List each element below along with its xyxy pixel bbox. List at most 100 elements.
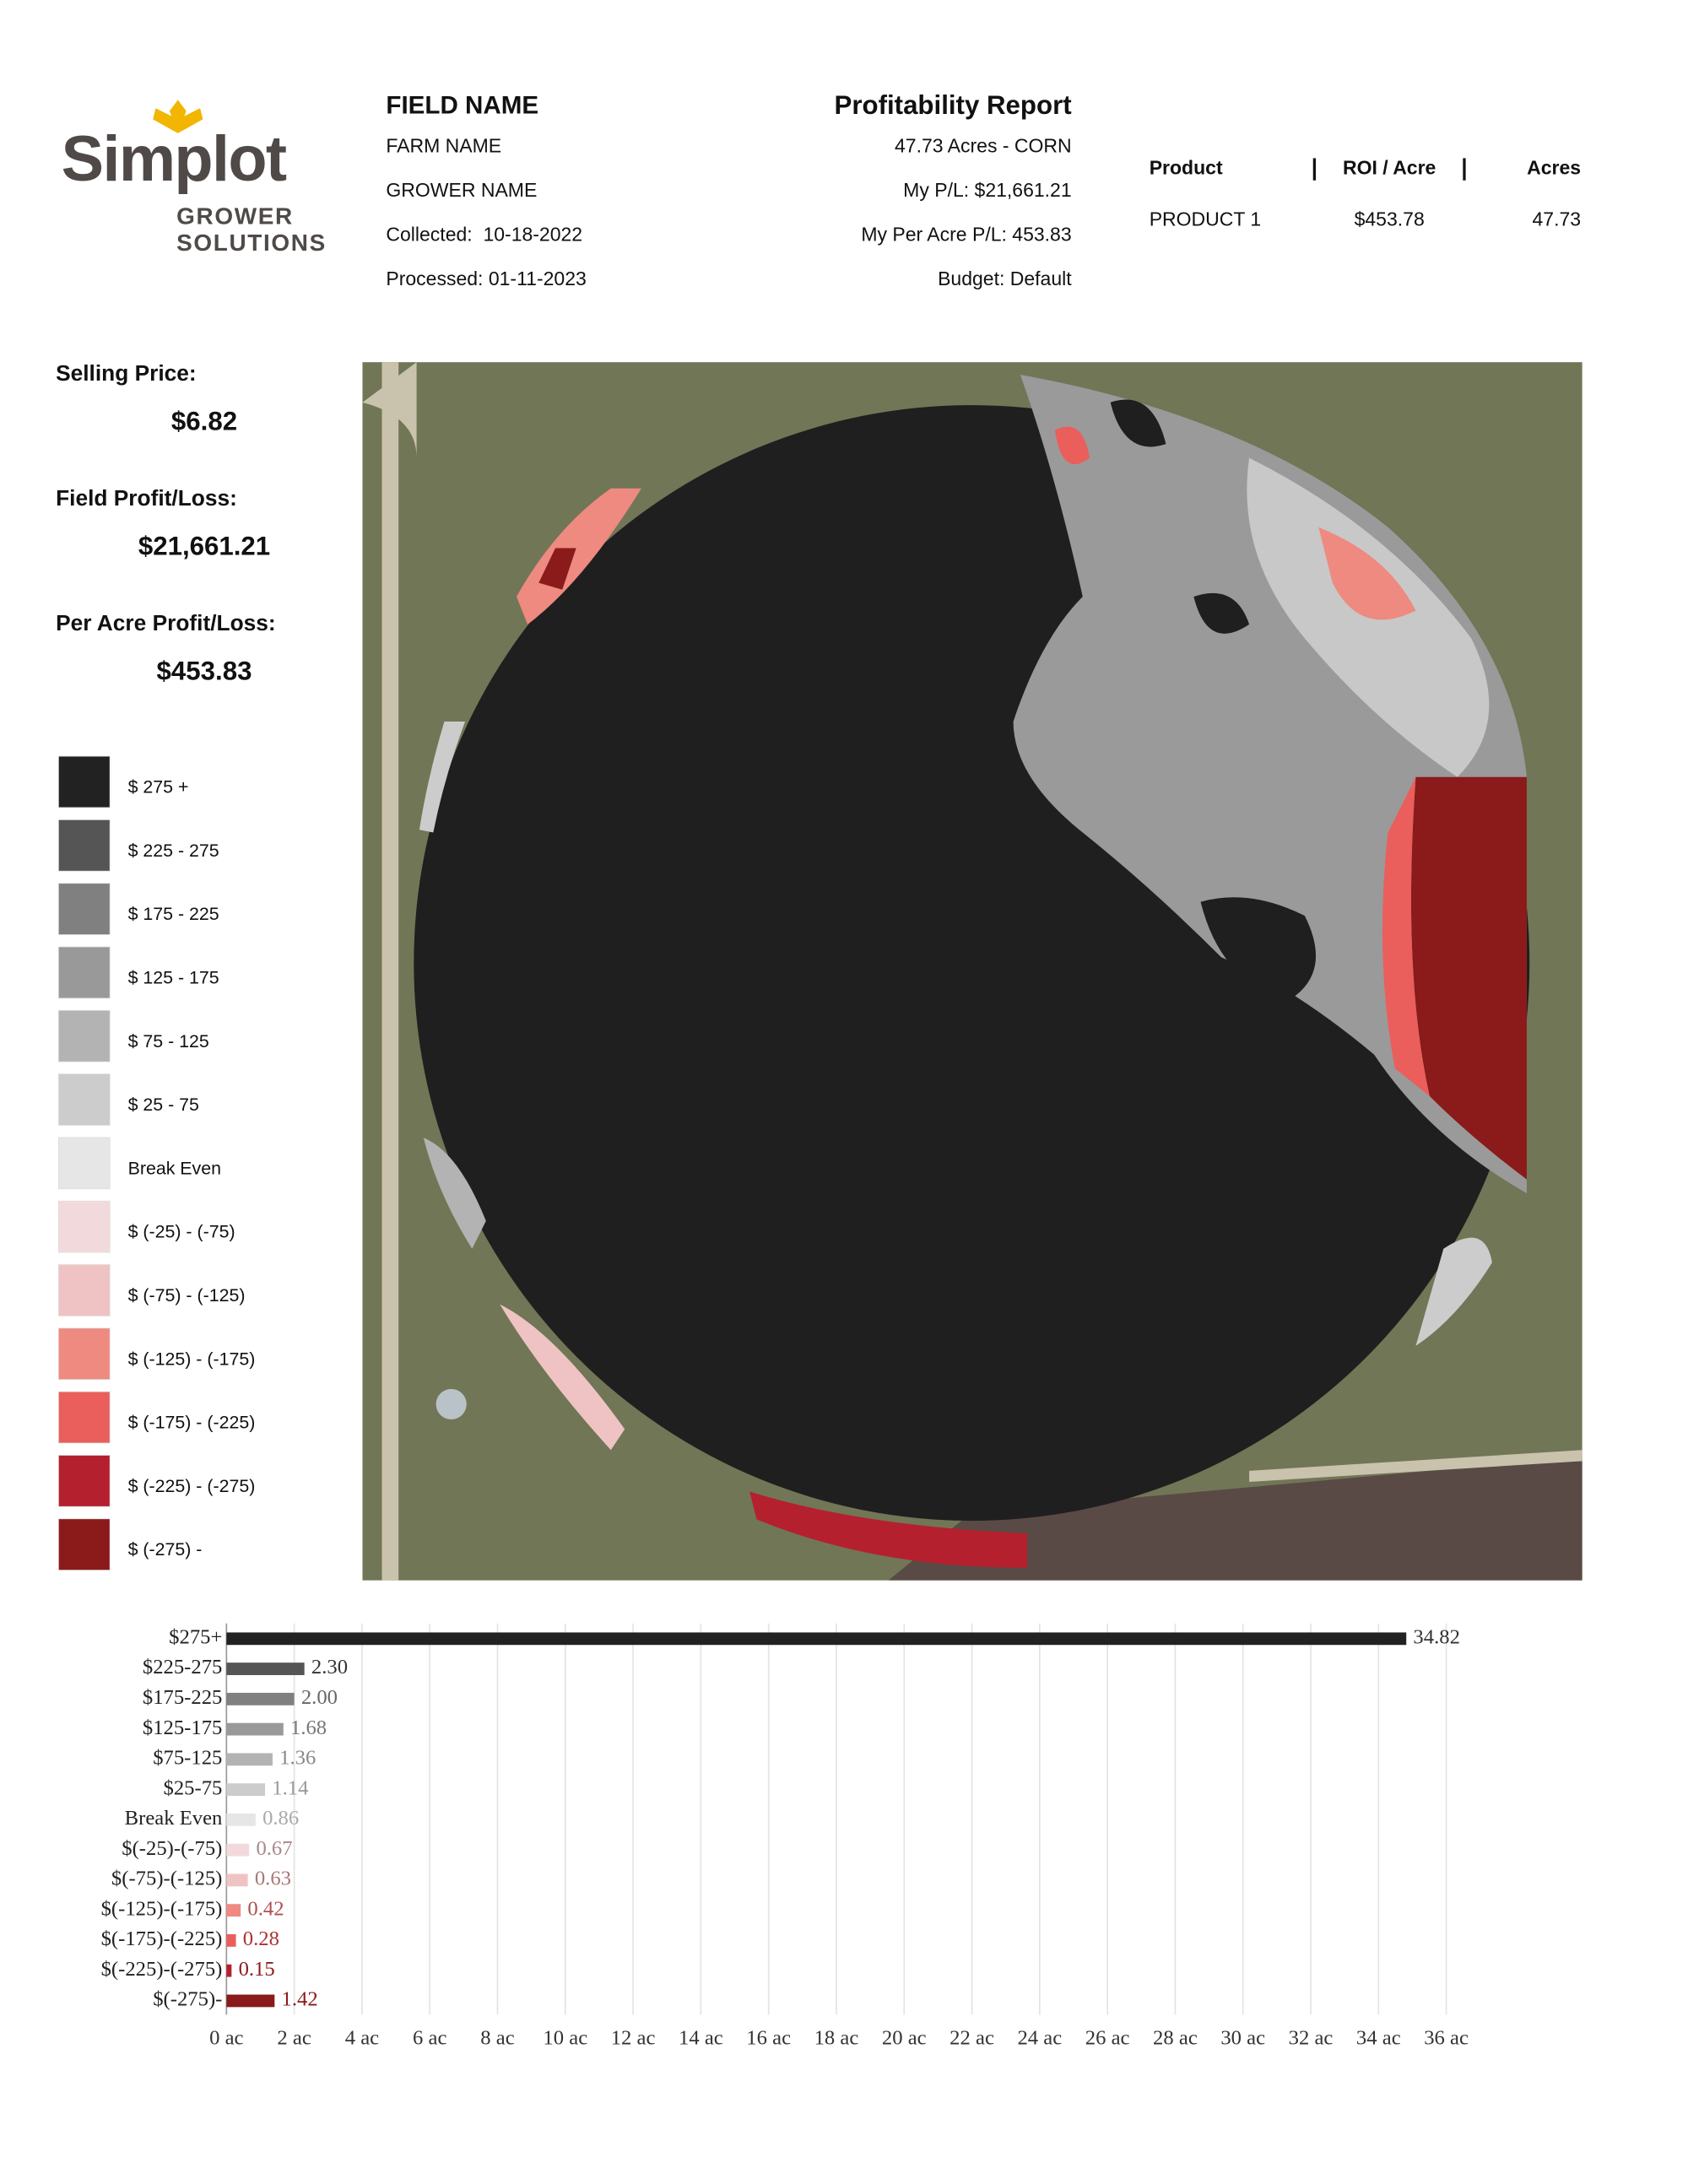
legend-swatch [57,1327,111,1381]
category-label: $(-275)- [153,1988,222,2011]
legend-label: $ (-75) - (-125) [128,1285,246,1306]
bar [226,1964,232,1977]
legend-label: $ (-175) - (-225) [128,1413,256,1433]
x-tick-label: 10 ac [543,2027,587,2050]
legend-label: Break Even [128,1158,221,1178]
x-tick-label: 4 ac [345,2027,379,2050]
logo-tagline: SOLUTIONS [176,230,327,256]
legend-swatch [57,1009,111,1062]
legend-label: $ 125 - 175 [128,967,219,987]
legend-swatch [57,1518,111,1571]
x-tick-label: 24 ac [1017,2027,1062,2050]
value-label: 1.68 [290,1716,327,1739]
table-header: Product [1150,157,1223,179]
x-tick-label: 22 ac [950,2027,994,2050]
value-label: 1.42 [282,1988,318,2011]
legend-swatch [57,1391,111,1444]
x-tick-label: 34 ac [1356,2027,1401,2050]
legend-swatch [57,883,111,935]
logo-flower [153,100,203,133]
legend-label: $ (-275) - [128,1539,203,1560]
category-label: $175-225 [143,1686,223,1709]
value-label: 34.82 [1413,1625,1459,1648]
field-name: FIELD NAME [386,91,538,119]
legend-label: $ 225 - 275 [128,841,219,861]
x-tick-label: 0 ac [209,2027,243,2050]
x-tick-label: 16 ac [746,2027,791,2050]
category-label: $(-125)-(-175) [101,1897,223,1920]
category-label: $(-225)-(-275) [101,1958,223,1981]
my-pl: My P/L: $21,661.21 [903,179,1071,201]
value-label: 0.15 [239,1958,275,1981]
value-label: 1.14 [272,1776,308,1799]
legend-label: $ (-25) - (-75) [128,1222,235,1242]
x-tick-label: 30 ac [1220,2027,1265,2050]
bar [226,1904,241,1917]
my-per-acre-pl: My Per Acre P/L: 453.83 [861,224,1071,246]
category-label: $(-75)-(-125) [111,1868,222,1890]
category-label: $275+ [169,1625,222,1648]
x-tick-label: 20 ac [882,2027,927,2050]
legend-swatch [57,1200,111,1253]
legend-swatch [57,1264,111,1316]
summary-value: $21,661.21 [138,532,270,561]
value-label: 2.30 [311,1656,348,1679]
table-cell: PRODUCT 1 [1150,208,1262,230]
legend-label: $ 25 - 75 [128,1095,199,1115]
summary-label: Selling Price: [56,360,197,386]
acres-crop: 47.73 Acres - CORN [895,134,1072,156]
bar [226,1722,284,1736]
legend-swatch [57,1073,111,1126]
budget: Budget: Default [938,268,1072,289]
category-label: $125-175 [143,1716,223,1739]
table-header: ROI / Acre [1343,157,1436,179]
x-tick-label: 28 ac [1153,2027,1198,2050]
bar [226,1873,248,1887]
logo-tagline: GROWER [176,203,294,230]
summary-value: $453.83 [157,657,252,686]
bar [226,1934,236,1947]
bar [226,1783,266,1797]
bar [226,1632,1407,1646]
x-tick-label: 36 ac [1424,2027,1469,2050]
bar [226,1843,250,1857]
x-tick-label: 18 ac [814,2027,859,2050]
value-label: 1.36 [279,1747,316,1770]
legend-swatch [57,946,111,999]
value-label: 0.86 [262,1807,299,1830]
category-label: $(-175)-(-225) [101,1927,223,1950]
table-cell: $453.78 [1355,208,1425,230]
legend-swatch [57,1137,111,1190]
x-tick-label: 14 ac [679,2027,723,2050]
x-tick-label: 2 ac [277,2027,311,2050]
x-tick-label: 8 ac [480,2027,514,2050]
bar [226,1994,275,2008]
field-map [362,362,1582,1581]
x-tick-label: 26 ac [1085,2027,1130,2050]
bar [226,1813,256,1826]
legend-swatch [57,755,111,808]
table-cell: 47.73 [1533,208,1582,230]
legend-label: $ (-125) - (-175) [128,1349,256,1369]
summary-value: $6.82 [171,407,237,436]
grower-name: GROWER NAME [386,179,537,201]
value-label: 0.63 [255,1868,291,1890]
x-tick-label: 12 ac [611,2027,656,2050]
legend-label: $ 275 + [128,777,189,797]
x-tick-label: 6 ac [413,2027,446,2050]
farm-name: FARM NAME [386,134,501,156]
legend-swatch [57,1455,111,1507]
legend-label: $ 75 - 125 [128,1031,209,1051]
collected-date: Collected: 10-18-2022 [386,224,582,246]
value-label: 2.00 [301,1686,338,1709]
legend-label: $ 175 - 225 [128,904,219,924]
value-label: 0.28 [243,1927,279,1950]
x-tick-label: 32 ac [1289,2027,1334,2050]
table-header: Acres [1527,157,1581,179]
bar [226,1662,305,1675]
logo-brand: Simplot [62,124,287,195]
legend-label: $ (-225) - (-275) [128,1476,256,1496]
summary-label: Field Profit/Loss: [56,485,237,511]
